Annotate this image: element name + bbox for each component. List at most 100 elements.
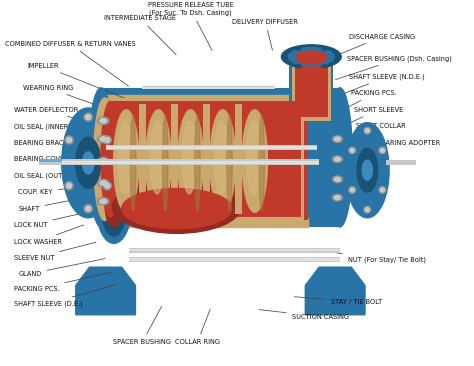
- Ellipse shape: [327, 88, 352, 227]
- Bar: [295, 66, 328, 117]
- Ellipse shape: [130, 115, 136, 210]
- Ellipse shape: [88, 88, 114, 227]
- Ellipse shape: [105, 137, 110, 142]
- Ellipse shape: [100, 137, 107, 141]
- Text: LOCK NUT: LOCK NUT: [14, 213, 83, 228]
- Bar: [105, 98, 304, 220]
- Text: SHORT SLEEVE: SHORT SLEEVE: [349, 107, 403, 123]
- Ellipse shape: [365, 129, 369, 133]
- Text: GLAND: GLAND: [18, 259, 105, 277]
- Text: SPACER BUSHING: SPACER BUSHING: [113, 306, 171, 345]
- Ellipse shape: [332, 194, 343, 201]
- Ellipse shape: [98, 179, 109, 187]
- Ellipse shape: [379, 147, 386, 154]
- Ellipse shape: [332, 176, 343, 183]
- Ellipse shape: [332, 136, 343, 142]
- Ellipse shape: [380, 149, 384, 153]
- Text: DISCHARGE CASING: DISCHARGE CASING: [323, 34, 415, 61]
- Ellipse shape: [227, 115, 232, 210]
- Bar: [142, 87, 275, 89]
- Ellipse shape: [65, 136, 73, 144]
- Ellipse shape: [75, 137, 101, 188]
- Ellipse shape: [246, 121, 260, 194]
- Text: IMPELLER: IMPELLER: [27, 63, 133, 101]
- Text: WATER DEFLECTOR: WATER DEFLECTOR: [14, 107, 110, 129]
- Ellipse shape: [97, 174, 131, 243]
- Bar: [235, 104, 242, 214]
- Ellipse shape: [82, 152, 94, 174]
- Text: OIL SEAL (INNER): OIL SEAL (INNER): [14, 123, 102, 140]
- Ellipse shape: [379, 187, 386, 193]
- Bar: [142, 86, 275, 89]
- Ellipse shape: [335, 137, 340, 141]
- Text: PRESSURE RELEASE TUBE
(For Suc. To Dsh. Casing): PRESSURE RELEASE TUBE (For Suc. To Dsh. …: [148, 3, 233, 51]
- Bar: [128, 249, 340, 251]
- Ellipse shape: [98, 198, 109, 205]
- Ellipse shape: [178, 110, 203, 212]
- Bar: [289, 66, 333, 117]
- Ellipse shape: [94, 99, 117, 220]
- Bar: [128, 258, 340, 261]
- Ellipse shape: [98, 157, 109, 165]
- Ellipse shape: [214, 121, 228, 194]
- Ellipse shape: [335, 56, 341, 59]
- Ellipse shape: [112, 180, 241, 234]
- Ellipse shape: [364, 206, 371, 213]
- Bar: [106, 145, 317, 150]
- Ellipse shape: [182, 121, 196, 194]
- Ellipse shape: [332, 156, 343, 163]
- Ellipse shape: [350, 149, 354, 153]
- Ellipse shape: [335, 178, 340, 182]
- Text: PACKING PCS.: PACKING PCS.: [14, 272, 111, 292]
- Ellipse shape: [295, 65, 301, 68]
- Ellipse shape: [86, 115, 91, 120]
- Ellipse shape: [349, 147, 356, 154]
- Bar: [106, 99, 308, 220]
- Bar: [386, 160, 416, 165]
- Ellipse shape: [94, 98, 116, 220]
- Text: NUT (For Stay/ Tie Bolt): NUT (For Stay/ Tie Bolt): [337, 253, 426, 263]
- Text: BEARING BRACKET: BEARING BRACKET: [14, 140, 97, 152]
- Text: SHAFT COLLAR: SHAFT COLLAR: [351, 123, 406, 137]
- Text: LOCK WASHER: LOCK WASHER: [14, 225, 84, 244]
- Polygon shape: [105, 218, 308, 227]
- Bar: [62, 159, 319, 165]
- Ellipse shape: [146, 110, 171, 212]
- Ellipse shape: [100, 159, 107, 163]
- Text: SPACER BUSHING (Dsh. Casing): SPACER BUSHING (Dsh. Casing): [336, 55, 452, 80]
- Ellipse shape: [322, 47, 328, 50]
- Ellipse shape: [101, 178, 127, 236]
- Text: OIL SEAL (OUTER): OIL SEAL (OUTER): [14, 172, 89, 179]
- Bar: [101, 88, 340, 227]
- Ellipse shape: [322, 65, 328, 68]
- Text: COMBINED DIFFUSER & RETURN VANES: COMBINED DIFFUSER & RETURN VANES: [5, 41, 135, 86]
- Text: DELIVERY DIFFUSER: DELIVERY DIFFUSER: [232, 19, 298, 51]
- Text: THRUST BEARING ADOPTER: THRUST BEARING ADOPTER: [346, 140, 440, 150]
- Bar: [110, 101, 301, 217]
- Ellipse shape: [66, 183, 72, 188]
- Ellipse shape: [296, 51, 327, 64]
- Text: STAY / TIE BOLT: STAY / TIE BOLT: [294, 297, 382, 305]
- Ellipse shape: [65, 182, 73, 190]
- Bar: [139, 104, 146, 214]
- Polygon shape: [105, 95, 308, 104]
- Text: WEARING RING: WEARING RING: [23, 85, 122, 114]
- Bar: [292, 66, 330, 121]
- Ellipse shape: [364, 127, 371, 134]
- Ellipse shape: [62, 108, 115, 218]
- Polygon shape: [305, 267, 365, 315]
- Ellipse shape: [122, 188, 232, 229]
- Ellipse shape: [357, 148, 378, 192]
- Ellipse shape: [259, 115, 264, 210]
- Text: COLLAR RING: COLLAR RING: [175, 309, 220, 345]
- Ellipse shape: [335, 195, 340, 200]
- Ellipse shape: [101, 101, 119, 217]
- Bar: [128, 248, 340, 253]
- Bar: [203, 104, 210, 214]
- Ellipse shape: [349, 187, 356, 193]
- Ellipse shape: [100, 119, 107, 123]
- Ellipse shape: [86, 206, 91, 211]
- Text: PACKING PCS.: PACKING PCS.: [346, 90, 397, 108]
- Ellipse shape: [103, 182, 111, 190]
- Ellipse shape: [105, 183, 123, 227]
